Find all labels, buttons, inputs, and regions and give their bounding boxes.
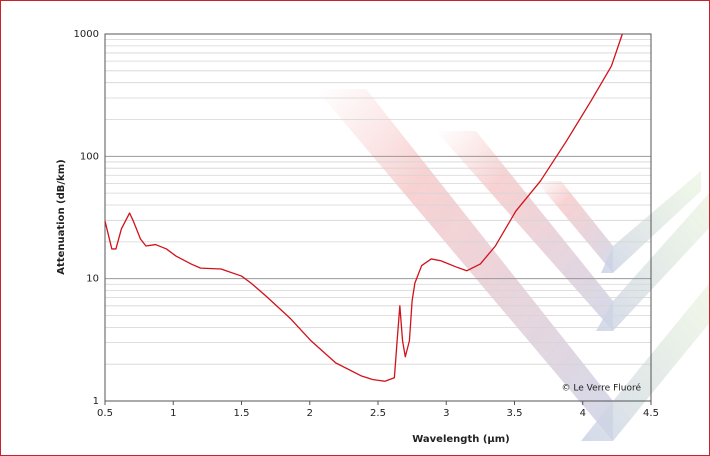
y-axis-label: Attenuation (dB/km) <box>56 159 67 274</box>
x-axis-label: Wavelength (µm) <box>412 434 510 445</box>
x-tick-label: 4 <box>580 408 586 419</box>
x-tick-label: 2 <box>307 408 313 419</box>
x-tick-label: 0.5 <box>97 408 113 419</box>
y-tick-label: 100 <box>80 151 99 162</box>
annotation: © Le Verre Fluoré <box>562 383 642 394</box>
x-tick-label: 2.5 <box>370 408 386 419</box>
x-tick-label: 4.5 <box>643 408 659 419</box>
x-tick-label: 3.5 <box>507 408 523 419</box>
watermark <box>316 89 709 441</box>
x-tick-label: 1 <box>170 408 176 419</box>
y-tick-label: 10 <box>86 274 99 285</box>
x-tick-label: 3 <box>443 408 449 419</box>
x-tick-label: 1.5 <box>234 408 250 419</box>
data-line <box>104 33 623 382</box>
y-tick-label: 1000 <box>74 29 99 40</box>
y-tick-label: 1 <box>93 396 99 407</box>
